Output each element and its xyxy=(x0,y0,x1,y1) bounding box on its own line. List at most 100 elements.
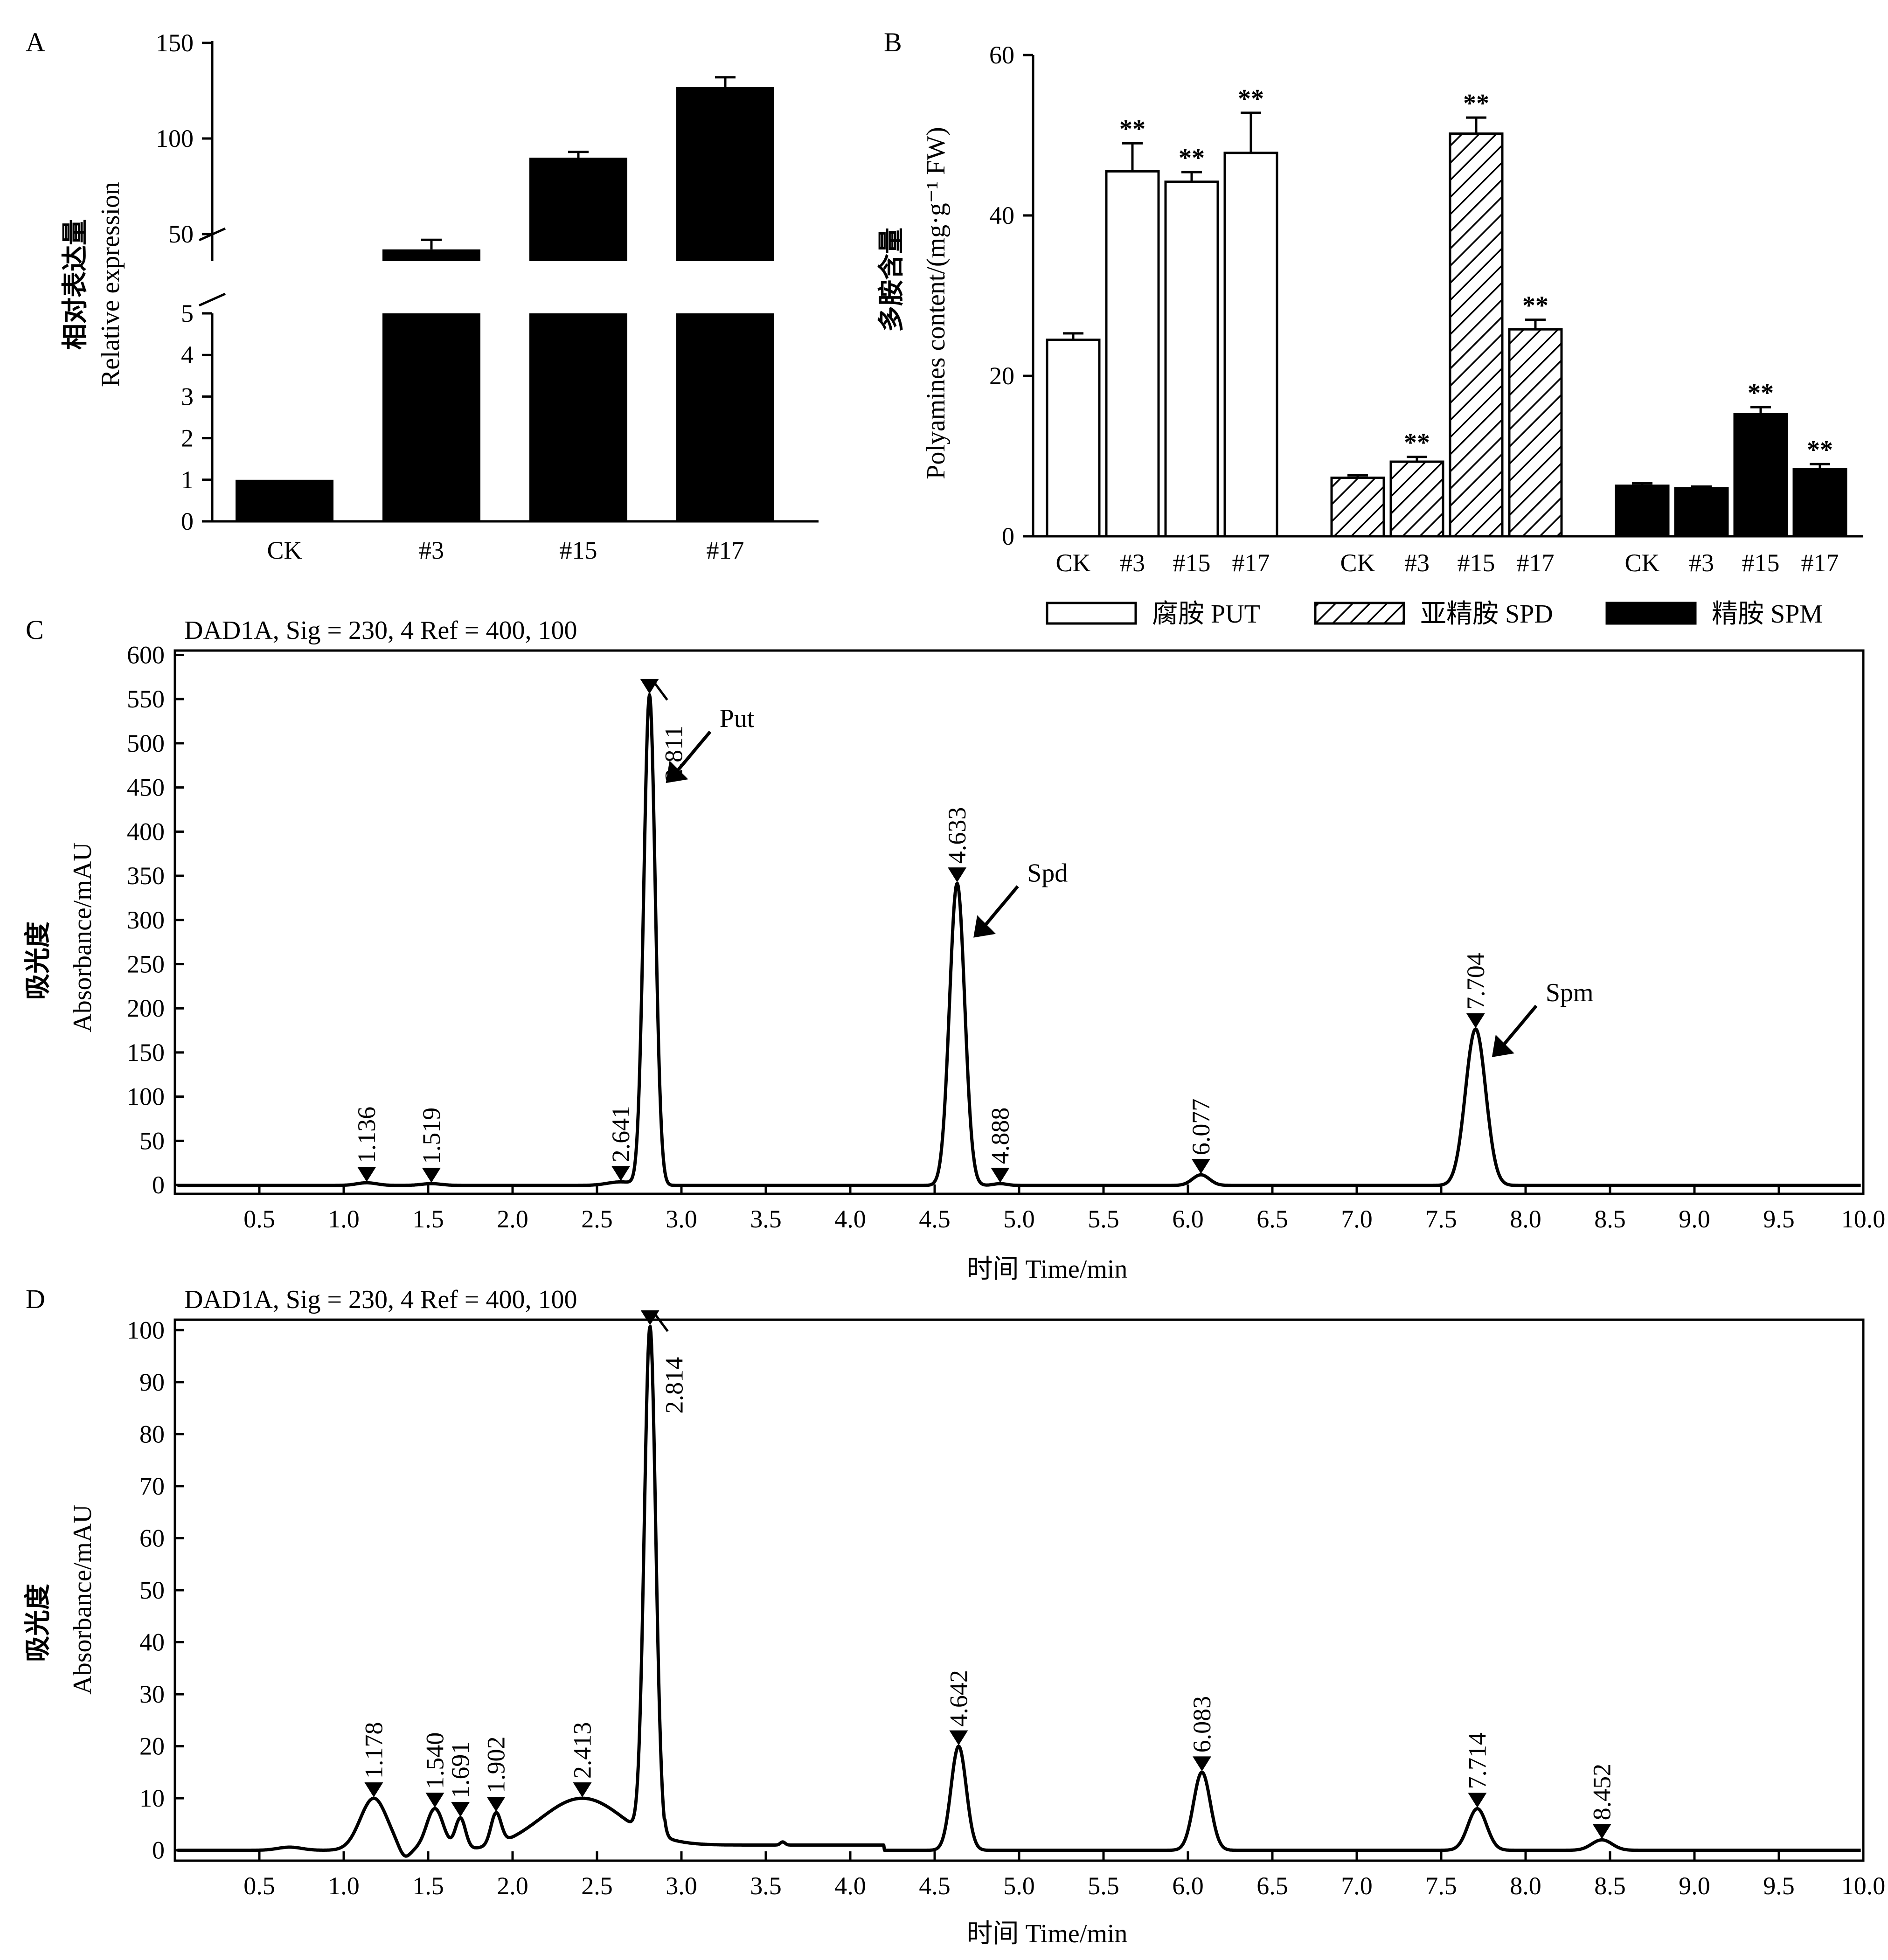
panel-b-bar xyxy=(1389,460,1444,538)
panel-c-x-tick-label: 1.5 xyxy=(412,1205,444,1233)
panel-b-x-tick-label: #3 xyxy=(1404,549,1430,577)
panel-c-peak-marker xyxy=(422,1168,441,1183)
panel-a-y-tick-label: 2 xyxy=(181,424,194,452)
panel-c-y-tick-label: 600 xyxy=(127,641,165,669)
panel-c-xlabel: 时间 Time/min xyxy=(967,1255,1128,1284)
panel-a-bar-lower xyxy=(529,313,627,521)
panel-c-x-tick-label: 5.0 xyxy=(1003,1205,1035,1233)
panel-b-bar xyxy=(1105,170,1160,538)
panel-d-peak-label: 2.814 xyxy=(660,1357,688,1414)
panel-b-bar xyxy=(1508,328,1563,538)
panel-a-bar-upper xyxy=(529,158,627,261)
panel-c-peak-marker xyxy=(640,679,659,694)
panel-b-bar xyxy=(1674,487,1729,538)
panel-c-y-tick-label: 450 xyxy=(127,774,165,802)
panel-b-legend-label: 腐胺 PUT xyxy=(1152,600,1260,629)
panel-c-annotation-arrow xyxy=(673,730,712,776)
panel-d-peak-label: 6.083 xyxy=(1188,1696,1216,1753)
panel-b-x-tick-label: #17 xyxy=(1517,549,1555,577)
panel-d-x-tick-label: 4.5 xyxy=(919,1872,951,1900)
panel-d-y-tick-label: 70 xyxy=(139,1472,165,1500)
panel-c-x-tick-label: 8.0 xyxy=(1510,1205,1541,1233)
panel-d-x-tick-label: 6.5 xyxy=(1256,1872,1288,1900)
panel-a-bar xyxy=(236,479,333,521)
panel-c-y-tick-label: 250 xyxy=(127,950,165,978)
panel-d-x-tick-label: 9.0 xyxy=(1679,1872,1710,1900)
panel-d-y-tick-label: 80 xyxy=(139,1420,165,1448)
panel-b-x-tick-label: CK xyxy=(1624,549,1659,577)
panel-c-peak-label: 4.888 xyxy=(986,1108,1014,1164)
panel-d-x-tick-label: 1.5 xyxy=(412,1872,444,1900)
panel-b-legend-swatch xyxy=(1046,602,1137,625)
panel-d-peak-label: 1.902 xyxy=(482,1736,510,1793)
panel-a-x-tick-label: CK xyxy=(267,536,302,564)
panel-c-peak-label: 4.633 xyxy=(943,807,971,864)
panel-c-x-tick-label: 9.0 xyxy=(1679,1205,1710,1233)
panel-d-peak-marker xyxy=(486,1796,506,1812)
panel-b-bar xyxy=(1164,180,1219,538)
panel-a-y-tick-label: 3 xyxy=(181,382,194,410)
panel-c-x-tick-label: 4.5 xyxy=(919,1205,951,1233)
panel-b-x-tick-label: #3 xyxy=(1120,549,1145,577)
panel-d-peak-label: 1.540 xyxy=(421,1732,449,1789)
panel-b-bar xyxy=(1223,152,1278,538)
panel-b-ylabel-en: Polyamines content/(mg·g⁻¹ FW) xyxy=(922,127,951,479)
panel-b-legend-swatch xyxy=(1314,602,1405,625)
panel-d-x-tick-label: 3.5 xyxy=(750,1872,782,1900)
panel-d-x-tick-label: 8.0 xyxy=(1510,1872,1541,1900)
panel-d-peak-leader xyxy=(654,1314,669,1332)
panel-d-x-tick-label: 7.5 xyxy=(1425,1872,1457,1900)
panel-a-chart: 0 1 2 3 4 5 50 100 150 CK #3 #15 #17 xyxy=(156,29,819,564)
panel-b-x-tick-label: #17 xyxy=(1801,549,1839,577)
panel-c-annotation-arrow xyxy=(1499,1004,1538,1050)
panel-a-x-tick-label: #3 xyxy=(419,536,444,564)
panel-d-x-tick-label: 9.5 xyxy=(1763,1872,1795,1900)
panel-c-y-tick-label: 400 xyxy=(127,817,165,845)
panel-d-y-tick-label: 90 xyxy=(139,1368,165,1396)
panel-b-legend-swatch xyxy=(1605,602,1697,625)
panel-b-legend-label: 精胺 SPM xyxy=(1712,600,1823,629)
panel-a-bar-lower xyxy=(382,313,480,521)
panel-d-x-tick-label: 0.5 xyxy=(243,1872,275,1900)
panel-c-peak-label: 1.136 xyxy=(353,1107,381,1164)
panel-b-x-tick-label: #15 xyxy=(1458,549,1495,577)
panel-d-trace xyxy=(176,1324,1862,1858)
panel-d-header: DAD1A, Sig = 230, 4 Ref = 400, 100 xyxy=(184,1285,577,1314)
panel-b-x-tick-label: #3 xyxy=(1689,549,1714,577)
panel-d-peak-marker xyxy=(949,1730,968,1745)
panel-c-peak-label: 6.077 xyxy=(1187,1099,1215,1156)
panel-b-bar xyxy=(1449,132,1504,538)
panel-c-peak-label: 7.704 xyxy=(1462,953,1490,1010)
panel-c-peak-marker xyxy=(948,867,967,883)
panel-c-x-tick-label: 7.0 xyxy=(1341,1205,1373,1233)
panel-c-x-tick-label: 0.5 xyxy=(243,1205,275,1233)
panel-a-bar-upper xyxy=(382,249,480,261)
panel-d-peak-marker xyxy=(640,1310,659,1325)
panel-c-header: DAD1A, Sig = 230, 4 Ref = 400, 100 xyxy=(184,616,577,645)
panel-b-significance: ** xyxy=(1463,89,1489,118)
panel-d-x-tick-label: 8.5 xyxy=(1594,1872,1626,1900)
panel-c-x-tick-label: 1.0 xyxy=(328,1205,360,1233)
panel-c-annotation-arrow xyxy=(980,885,1019,930)
panel-d-y-tick-label: 30 xyxy=(139,1680,165,1708)
panel-c-x-tick-label: 5.5 xyxy=(1088,1205,1119,1233)
panel-a-y-tick-label: 0 xyxy=(181,507,194,535)
panel-b-significance: ** xyxy=(1522,291,1548,320)
panel-d-ylabel-cn: 吸光度 xyxy=(24,1584,53,1662)
panel-b-bar xyxy=(1046,339,1101,538)
panel-c-y-tick-label: 500 xyxy=(127,729,165,757)
panel-a-x-tick-label: #15 xyxy=(560,536,597,564)
panel-d-x-tick-label: 5.0 xyxy=(1003,1872,1035,1900)
panel-b-bar xyxy=(1615,485,1670,538)
panel-c-peak-marker xyxy=(1191,1159,1210,1174)
panel-label-c: C xyxy=(26,615,44,645)
panel-c-y-tick-label: 100 xyxy=(127,1083,165,1111)
panel-b-chart: 0 20 40 60 CK ** #3 ** #15 ** #17 CK ** #3 ** #15 ** #17 C… xyxy=(989,41,1863,577)
panel-c-y-tick-label: 150 xyxy=(127,1039,165,1067)
panel-c-x-tick-label: 3.0 xyxy=(666,1205,697,1233)
panel-d-peak-label: 8.452 xyxy=(1588,1764,1616,1821)
panel-d-chromatogram: 0.5 1.0 1.5 2.0 2.5 3.0 3.5 4.0 4.5 5.0 5.5 6.0 6.5 7… xyxy=(127,1310,1885,1900)
panel-d-peak-marker xyxy=(364,1782,383,1798)
panel-b-x-tick-label: CK xyxy=(1055,549,1090,577)
